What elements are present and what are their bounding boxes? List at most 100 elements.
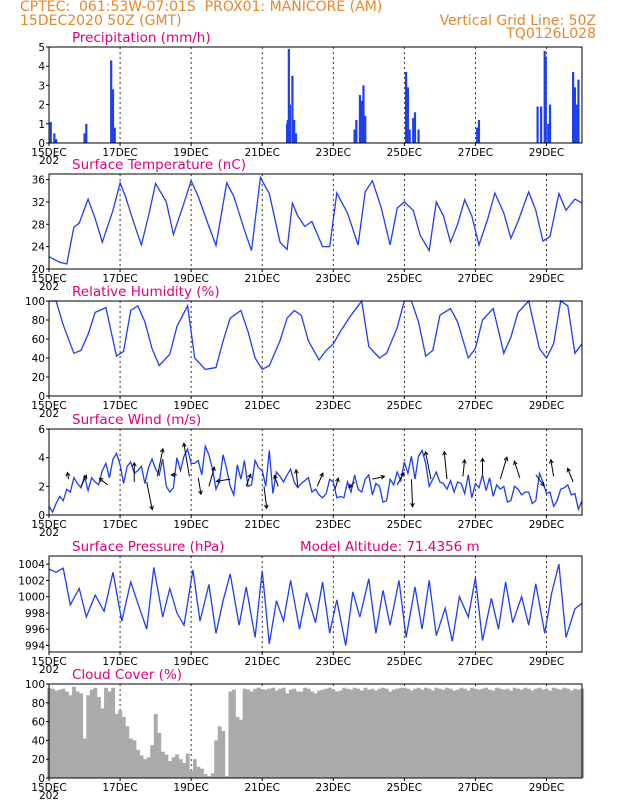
x-tick-label: 21DEC — [244, 782, 279, 794]
cloud-bar — [214, 740, 219, 778]
y-tick-label: 24 — [32, 242, 46, 254]
cloud-bar — [256, 687, 261, 778]
wind-arrow — [80, 474, 88, 487]
cloud-bar — [487, 689, 492, 778]
x-tick-label: 15DEC — [31, 656, 66, 668]
panel-title: Relative Humidity (%) — [72, 284, 220, 300]
cloud-bar — [381, 687, 386, 778]
precip-bar — [288, 104, 292, 143]
y-tick-label: 100 — [25, 296, 45, 308]
cloud-bar — [303, 687, 307, 778]
cloud-bar — [313, 693, 318, 778]
wind-arrow — [98, 477, 108, 486]
cloud-bar — [391, 689, 396, 778]
y-tick-label: 4 — [38, 453, 45, 465]
cloud-bar — [278, 688, 283, 778]
y-tick-label: 40 — [32, 353, 45, 365]
cloud-bar — [242, 688, 247, 778]
cloud-bar — [203, 774, 208, 778]
cloud-bar — [281, 687, 286, 778]
cloud-bar — [555, 688, 560, 778]
cloud-bar — [459, 687, 464, 778]
x-tick-label: 25DEC — [387, 273, 422, 285]
wind-arrow — [549, 458, 555, 477]
cloud-bar — [548, 690, 553, 778]
cloud-bar — [370, 688, 375, 778]
cloud-bar — [466, 690, 471, 778]
cloud-bar — [175, 754, 179, 778]
cloud-bar — [477, 689, 482, 778]
x-tick-label: 17DEC — [102, 147, 137, 159]
cloud-bar — [569, 690, 574, 778]
wind-arrow — [316, 472, 324, 487]
cloud-bar — [79, 693, 84, 778]
precip-bar — [536, 106, 539, 143]
cloud-bar — [562, 687, 567, 778]
plot-frame — [48, 300, 583, 397]
year-label: 202 — [39, 281, 59, 293]
panel-title: Cloud Cover (%) — [72, 667, 182, 683]
x-tick-label: 23DEC — [316, 656, 351, 668]
cloud-bar — [541, 689, 545, 778]
cloud-bar — [93, 687, 98, 778]
cloud-bar — [423, 687, 428, 778]
wind-arrow — [513, 460, 521, 478]
cloud-bar — [491, 690, 496, 778]
y-tick-label: 1 — [38, 119, 45, 131]
cloud-bar — [182, 762, 187, 778]
plot-frame — [48, 683, 583, 779]
cloud-bar — [114, 714, 119, 778]
cloud-bar — [416, 687, 421, 778]
cloud-bar — [509, 690, 514, 778]
precip-bar — [547, 123, 550, 143]
x-tick-label: 25DEC — [387, 656, 422, 668]
y-tick-label: 60 — [32, 334, 45, 346]
precip-bar — [55, 139, 58, 143]
x-tick-label: 19DEC — [173, 519, 208, 531]
y-tick-label: 32 — [32, 197, 45, 209]
precip-bar — [53, 133, 56, 143]
cloud-bar — [231, 689, 236, 778]
precip-bar — [85, 123, 88, 143]
cloud-bar — [246, 689, 251, 778]
wind-arrow — [499, 456, 509, 480]
cloud-bar — [566, 688, 570, 778]
cloud-bar — [494, 687, 499, 778]
cloud-bar — [530, 690, 535, 778]
year-label: 202 — [39, 527, 59, 539]
cloud-bar — [153, 714, 158, 778]
precip-bar — [287, 48, 290, 143]
cloud-bar — [224, 776, 229, 778]
cloud-bar — [484, 687, 489, 778]
cloud-bar — [359, 690, 364, 778]
cloud-bar — [54, 690, 59, 778]
precip-bar — [572, 71, 575, 143]
year-label: 202 — [39, 155, 59, 167]
plot-frame — [48, 428, 583, 516]
series-line — [48, 443, 583, 514]
panel-1: 0 1 2 3 4 5 15DEC 17DEC 19DEC 21DEC 23DEC 25DEC 27DE… — [31, 30, 583, 167]
cloud-bar — [537, 687, 542, 778]
cloud-bar — [320, 689, 325, 778]
cloud-bar — [274, 690, 279, 778]
cloud-bar — [235, 716, 240, 778]
y-tick-label: 0 — [38, 510, 45, 522]
cloud-bar — [139, 755, 144, 778]
y-tick-label: 28 — [32, 219, 45, 231]
wind-arrow — [334, 477, 340, 490]
cloud-bar — [430, 690, 435, 778]
y-tick-label: 20 — [32, 264, 45, 276]
cloud-bar — [260, 689, 265, 778]
cloud-bar — [516, 688, 521, 778]
precip-bar — [476, 127, 479, 143]
cloud-bar — [551, 687, 556, 778]
y-tick-label: 5 — [38, 42, 45, 54]
series-line — [49, 299, 583, 371]
wind-arrow — [348, 481, 355, 489]
wind-arrow — [423, 450, 432, 480]
y-tick-label: 40 — [32, 735, 45, 747]
x-tick-label: 19DEC — [173, 400, 208, 412]
cloud-bar — [221, 731, 226, 778]
cloud-bar — [82, 738, 87, 778]
